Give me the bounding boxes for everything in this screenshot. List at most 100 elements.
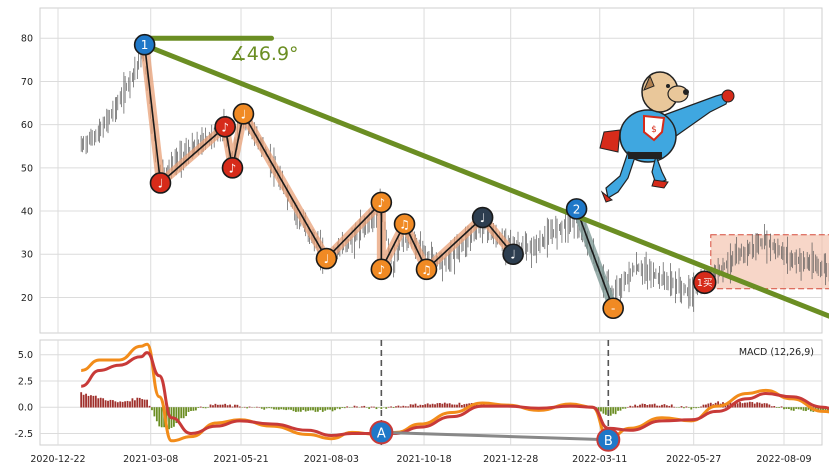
macd-bar: [226, 405, 229, 408]
trend-lines: [140, 35, 829, 319]
macd-bar: [822, 407, 824, 411]
macd-bar: [617, 407, 619, 411]
x-tick-label: 2022-03-11: [572, 454, 627, 465]
macd-bar: [119, 401, 122, 408]
macd-bar: [636, 405, 639, 408]
macd-bar: [202, 407, 205, 409]
macd-bar: [199, 406, 202, 408]
wave-marker: [502, 243, 524, 266]
macd-bar: [375, 407, 378, 410]
macd-dea-line: [80, 351, 829, 438]
macd-bar: [187, 407, 190, 412]
macd-bar: [622, 407, 624, 409]
macd-bar: [770, 406, 773, 408]
wave-marker: [232, 103, 255, 125]
macd-bar: [292, 407, 295, 412]
wave-marker: [214, 116, 236, 138]
buy-marker-label: 1买: [697, 278, 713, 289]
macd-lines: [80, 342, 829, 443]
macd-bar: [190, 407, 192, 411]
macd-bar: [346, 406, 349, 408]
macd-bar: [439, 403, 441, 408]
macd-bar: [600, 407, 602, 412]
macd-bar: [326, 407, 329, 410]
macd-bar: [280, 407, 283, 410]
macd-bar: [334, 407, 336, 411]
trend-line: [140, 42, 829, 319]
macd-bar: [304, 407, 307, 412]
macd-bar: [387, 406, 390, 408]
wave-marker: [393, 213, 416, 235]
macd-bar: [246, 407, 249, 409]
macd-bar: [670, 404, 673, 408]
macd-bar: [397, 405, 400, 408]
macd-histogram: [80, 392, 829, 430]
macd-bar: [363, 405, 366, 408]
wave-marker-label: ♩: [324, 252, 330, 266]
macd-bar: [421, 405, 424, 408]
macd-bar: [177, 407, 180, 422]
macd-bar: [82, 394, 85, 408]
macd-bar: [614, 407, 617, 415]
macd-bar: [87, 395, 90, 408]
macd-bar: [746, 402, 749, 408]
y-tick-label: 30: [21, 250, 33, 261]
macd-bar: [116, 402, 119, 408]
y-tick-label: 20: [21, 293, 33, 304]
macd-bar: [741, 403, 744, 408]
macd-bar: [739, 402, 741, 408]
macd-bar: [663, 404, 666, 408]
macd-bar: [424, 404, 427, 408]
y-tick-label: 0.0: [18, 403, 33, 414]
macd-bar: [683, 407, 685, 409]
divergence-line: [381, 430, 609, 442]
macd-bar: [146, 399, 148, 408]
macd-bar: [802, 407, 805, 411]
macd-bar: [126, 400, 129, 408]
wave-line: [143, 44, 514, 271]
macd-bar: [602, 407, 605, 414]
macd-bar: [219, 404, 222, 408]
macd-bar: [700, 406, 702, 408]
macd-bar: [185, 407, 188, 417]
macd-bar: [97, 398, 100, 408]
macd-bar: [129, 401, 131, 408]
macd-bar: [214, 403, 217, 408]
macd-bar: [412, 404, 414, 408]
macd-bar: [402, 405, 405, 408]
macd-bar: [751, 402, 754, 408]
macd-bar: [436, 403, 439, 408]
x-tick-label: 2021-10-18: [396, 454, 451, 465]
macd-bar: [109, 399, 112, 408]
macd-bar: [297, 407, 300, 412]
macd-bar: [609, 407, 612, 416]
macd-bar: [221, 404, 224, 408]
macd-bar: [409, 404, 412, 408]
macd-bar: [692, 407, 695, 409]
macd-bar: [114, 401, 117, 408]
macd-bar: [787, 407, 790, 410]
wave-marker: [415, 258, 438, 281]
macd-bar: [141, 399, 144, 408]
macd-bar: [805, 407, 807, 412]
macd-bar: [631, 406, 634, 408]
macd-bar: [800, 407, 802, 410]
wave-marker: [565, 198, 588, 220]
macd-bar: [441, 403, 444, 408]
macd-bar: [268, 407, 270, 409]
wave-marker-label: ♪: [221, 120, 229, 134]
divergence-marker: [369, 420, 394, 445]
macd-bar: [604, 407, 607, 415]
macd-bar: [85, 393, 87, 408]
y-tick-label: 5.0: [18, 350, 33, 361]
macd-bar: [90, 395, 92, 408]
macd-bar: [658, 405, 661, 408]
macd-bar: [797, 407, 800, 410]
macd-bar: [80, 392, 83, 408]
y-tick-label: 40: [21, 207, 33, 218]
macd-panel: [39, 339, 823, 446]
wave-marker-label: ♪: [378, 263, 386, 277]
macd-bar: [790, 407, 793, 411]
divergence-marker: [596, 427, 621, 452]
